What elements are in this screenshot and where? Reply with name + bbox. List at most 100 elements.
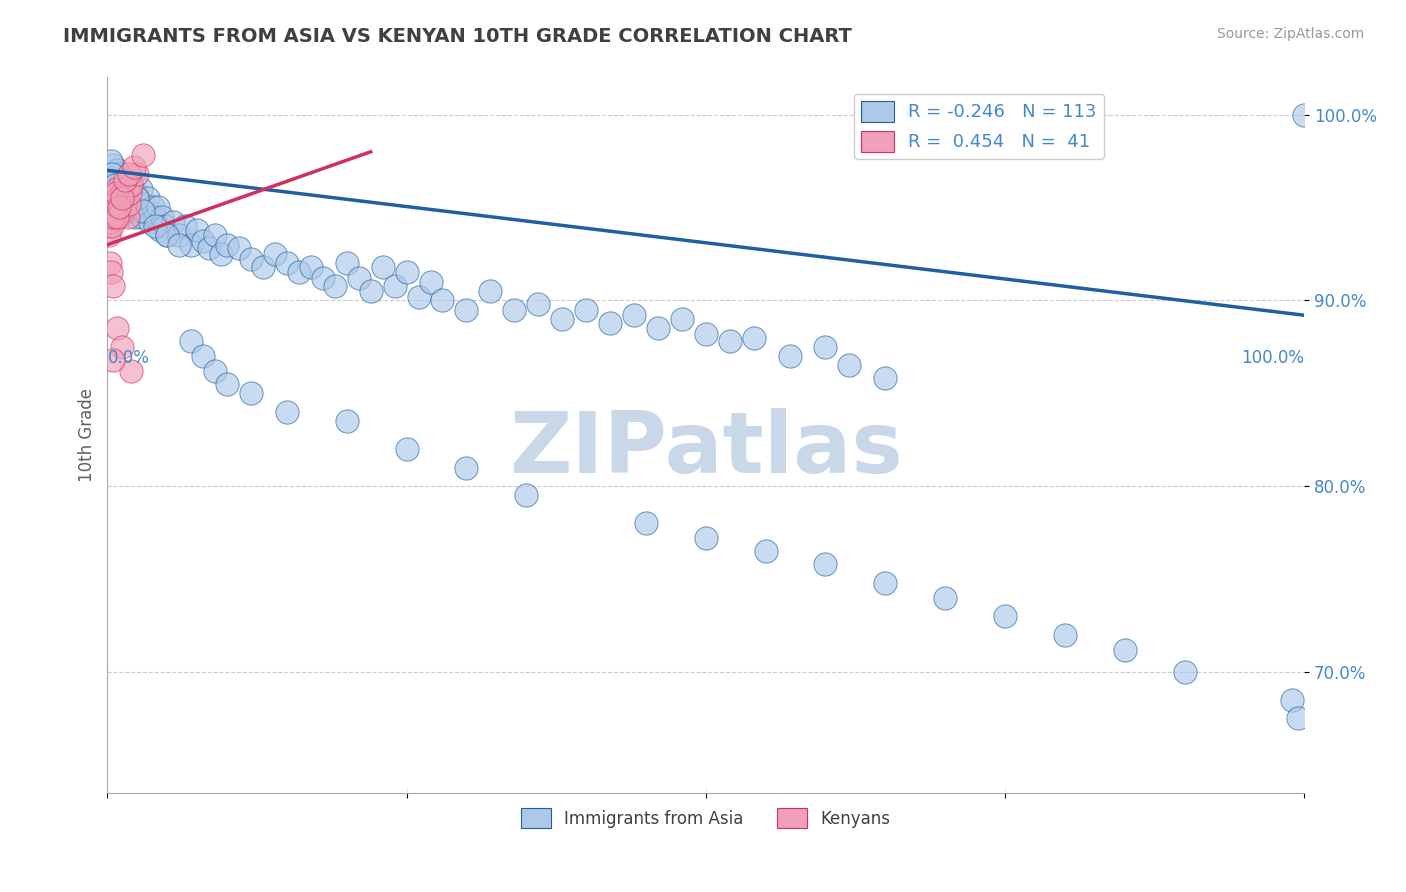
Point bbox=[127, 201, 149, 215]
Point bbox=[432, 293, 454, 308]
Point bbox=[111, 340, 134, 354]
Point bbox=[1173, 665, 1195, 679]
Point bbox=[103, 196, 125, 211]
Point bbox=[111, 191, 134, 205]
Point bbox=[98, 215, 121, 229]
Point bbox=[117, 194, 139, 209]
Point bbox=[103, 210, 125, 224]
Point bbox=[934, 591, 956, 605]
Text: Source: ZipAtlas.com: Source: ZipAtlas.com bbox=[1216, 27, 1364, 41]
Legend: Immigrants from Asia, Kenyans: Immigrants from Asia, Kenyans bbox=[515, 802, 897, 834]
Point bbox=[299, 260, 322, 274]
Point bbox=[120, 186, 142, 200]
Point bbox=[129, 182, 152, 196]
Point bbox=[695, 326, 717, 341]
Text: ZIPatlas: ZIPatlas bbox=[509, 408, 903, 491]
Point bbox=[132, 204, 155, 219]
Point bbox=[408, 290, 430, 304]
Point bbox=[204, 364, 226, 378]
Point bbox=[180, 334, 202, 349]
Point bbox=[120, 191, 142, 205]
Point bbox=[100, 204, 122, 219]
Point bbox=[121, 182, 143, 196]
Point bbox=[132, 148, 155, 162]
Point bbox=[120, 178, 142, 193]
Point bbox=[128, 191, 150, 205]
Text: 0.0%: 0.0% bbox=[107, 350, 149, 368]
Point bbox=[174, 219, 197, 233]
Point bbox=[104, 182, 127, 196]
Point bbox=[186, 223, 208, 237]
Point bbox=[204, 228, 226, 243]
Point bbox=[118, 196, 141, 211]
Point bbox=[994, 609, 1017, 624]
Point bbox=[336, 256, 359, 270]
Point bbox=[240, 252, 263, 267]
Point bbox=[100, 265, 122, 279]
Point bbox=[103, 158, 125, 172]
Point bbox=[198, 241, 221, 255]
Point bbox=[105, 210, 128, 224]
Point bbox=[671, 312, 693, 326]
Point bbox=[120, 177, 142, 191]
Point bbox=[100, 204, 122, 219]
Point bbox=[228, 241, 250, 255]
Point bbox=[111, 191, 134, 205]
Point bbox=[755, 544, 778, 558]
Point bbox=[118, 186, 141, 200]
Point bbox=[111, 172, 134, 186]
Point bbox=[527, 297, 550, 311]
Point bbox=[122, 196, 145, 211]
Point bbox=[336, 414, 359, 428]
Point bbox=[127, 191, 149, 205]
Point bbox=[1114, 642, 1136, 657]
Point bbox=[814, 340, 837, 354]
Point bbox=[360, 284, 382, 298]
Point bbox=[103, 278, 125, 293]
Point bbox=[347, 271, 370, 285]
Point bbox=[108, 167, 131, 181]
Point bbox=[114, 172, 136, 186]
Point bbox=[276, 405, 298, 419]
Point bbox=[100, 154, 122, 169]
Point bbox=[814, 557, 837, 571]
Point bbox=[114, 201, 136, 215]
Point bbox=[647, 321, 669, 335]
Point bbox=[1286, 711, 1309, 725]
Y-axis label: 10th Grade: 10th Grade bbox=[79, 388, 96, 482]
Point bbox=[146, 201, 169, 215]
Point bbox=[104, 172, 127, 186]
Point bbox=[156, 228, 179, 243]
Point bbox=[276, 256, 298, 270]
Point bbox=[125, 186, 148, 200]
Point bbox=[114, 187, 136, 202]
Point bbox=[142, 201, 165, 215]
Point bbox=[599, 316, 621, 330]
Point bbox=[114, 201, 136, 215]
Point bbox=[131, 210, 153, 224]
Point bbox=[634, 516, 657, 531]
Point bbox=[136, 191, 159, 205]
Point bbox=[875, 575, 897, 590]
Point bbox=[167, 237, 190, 252]
Point bbox=[167, 228, 190, 243]
Point bbox=[105, 201, 128, 215]
Point bbox=[209, 247, 232, 261]
Point bbox=[101, 196, 124, 211]
Point bbox=[111, 204, 134, 219]
Point bbox=[103, 352, 125, 367]
Text: IMMIGRANTS FROM ASIA VS KENYAN 10TH GRADE CORRELATION CHART: IMMIGRANTS FROM ASIA VS KENYAN 10TH GRAD… bbox=[63, 27, 852, 45]
Point bbox=[718, 334, 741, 349]
Point bbox=[115, 182, 138, 196]
Point bbox=[623, 308, 645, 322]
Point bbox=[98, 219, 121, 233]
Point bbox=[128, 204, 150, 219]
Point bbox=[127, 167, 149, 181]
Point bbox=[371, 260, 394, 274]
Point bbox=[551, 312, 574, 326]
Point bbox=[107, 182, 129, 196]
Point bbox=[215, 376, 238, 391]
Point bbox=[117, 210, 139, 224]
Point bbox=[149, 223, 172, 237]
Point bbox=[112, 191, 135, 205]
